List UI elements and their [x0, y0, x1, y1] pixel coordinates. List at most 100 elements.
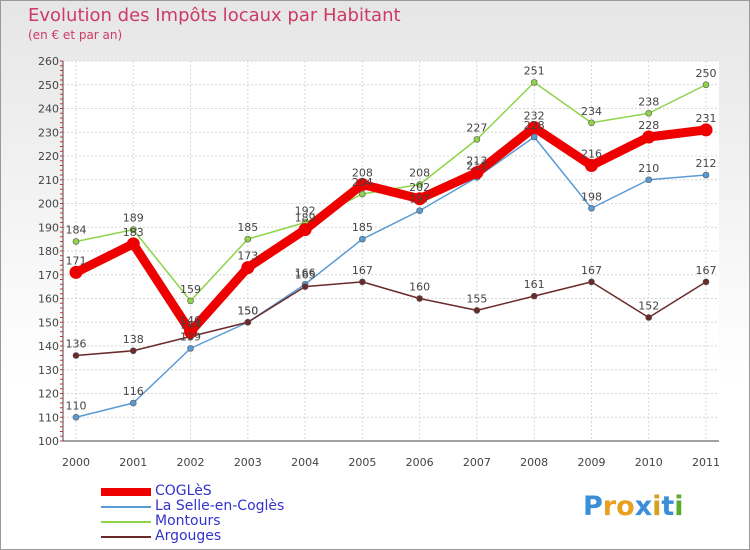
data-label: 110	[66, 399, 87, 412]
legend-swatch	[101, 505, 151, 508]
series-line-1	[75, 136, 707, 418]
data-point	[413, 192, 427, 206]
data-label: 208	[352, 167, 373, 180]
data-point	[359, 235, 366, 243]
data-label: 250	[696, 67, 717, 80]
y-tick-label: 130	[38, 364, 59, 377]
y-tick-label: 250	[38, 79, 59, 92]
data-point	[416, 295, 423, 302]
data-label: 232	[524, 110, 545, 123]
data-point	[645, 109, 653, 117]
x-tick-label: 2002	[177, 456, 205, 469]
data-label: 211	[466, 159, 487, 172]
y-tick-label: 170	[38, 269, 59, 282]
data-point	[184, 325, 198, 339]
data-point	[72, 238, 80, 245]
data-label: 228	[638, 119, 659, 132]
data-point	[473, 136, 481, 143]
data-label: 189	[123, 212, 144, 225]
y-tick-label: 150	[38, 316, 59, 329]
data-point	[72, 413, 80, 421]
data-label: 228	[524, 119, 545, 132]
data-label: 192	[295, 205, 316, 218]
data-label: 184	[66, 224, 87, 237]
data-point	[702, 278, 710, 286]
data-point	[298, 223, 312, 237]
data-point	[416, 207, 423, 214]
data-label: 165	[295, 269, 316, 282]
data-label: 138	[123, 333, 144, 346]
data-point	[187, 297, 194, 305]
legend-swatch	[101, 535, 151, 538]
data-point	[530, 79, 538, 86]
legend-label: Argouges	[155, 528, 222, 544]
data-label: 160	[409, 281, 430, 294]
data-point	[355, 178, 369, 191]
data-label: 171	[66, 254, 87, 267]
data-label: 159	[180, 283, 201, 296]
y-tick-label: 190	[38, 221, 59, 234]
data-label: 167	[581, 264, 602, 277]
x-tick-label: 2009	[577, 456, 605, 469]
data-label: 231	[696, 112, 717, 125]
logo-letter: x	[634, 491, 653, 522]
y-tick-label: 220	[38, 150, 59, 163]
data-point	[702, 171, 710, 179]
data-label: 213	[466, 155, 487, 168]
x-tick-label: 2000	[62, 456, 90, 469]
x-tick-label: 2011	[692, 456, 720, 469]
y-tick-label: 160	[38, 293, 59, 306]
logo-letter: o	[616, 491, 635, 522]
data-label: 155	[466, 292, 487, 305]
logo-letter: i	[674, 491, 684, 522]
data-point	[129, 226, 137, 233]
x-tick-label: 2008	[520, 456, 548, 469]
legend-item: COGLèS	[101, 484, 284, 499]
y-tick-label: 100	[38, 435, 59, 448]
data-label: 150	[237, 304, 258, 317]
data-point	[126, 237, 140, 251]
y-tick-label: 200	[38, 198, 59, 211]
x-tick-label: 2006	[406, 456, 434, 469]
data-point	[359, 278, 366, 286]
data-point	[699, 123, 713, 137]
data-label: 212	[696, 157, 717, 170]
data-point	[588, 119, 595, 127]
legend-swatch	[101, 487, 151, 496]
data-label: 167	[696, 264, 717, 277]
y-tick-label: 210	[38, 174, 59, 187]
data-label: 146	[180, 314, 201, 327]
x-tick-label: 2005	[348, 456, 376, 469]
x-tick-label: 2004	[291, 456, 319, 469]
series-line-3	[75, 281, 707, 357]
data-label: 204	[352, 176, 373, 189]
data-label: 185	[237, 221, 258, 234]
y-tick-label: 110	[38, 411, 59, 424]
legend-label: La Selle-en-Coglès	[155, 498, 285, 514]
data-point	[301, 283, 309, 290]
data-label: 136	[66, 338, 87, 351]
data-point	[416, 181, 423, 188]
legend-item: Montours	[101, 514, 284, 529]
data-point	[244, 318, 252, 326]
legend-item: Argouges	[101, 529, 284, 544]
data-point	[588, 204, 595, 212]
data-label: 197	[409, 193, 430, 206]
data-point	[470, 166, 484, 180]
y-tick-label: 180	[38, 245, 59, 258]
y-tick-label: 140	[38, 340, 59, 353]
data-label: 238	[638, 95, 659, 108]
data-point	[359, 190, 366, 198]
data-label: 150	[237, 304, 258, 317]
data-point	[530, 292, 538, 300]
data-label: 144	[180, 319, 201, 332]
data-label: 183	[123, 226, 144, 239]
chart-subtitle: (en € et par an)	[28, 28, 123, 42]
data-label: 198	[581, 190, 602, 203]
legend-label: Montours	[155, 513, 221, 529]
data-point	[527, 121, 541, 134]
data-point	[645, 176, 653, 184]
data-label: 152	[638, 300, 659, 313]
data-point	[588, 278, 595, 286]
